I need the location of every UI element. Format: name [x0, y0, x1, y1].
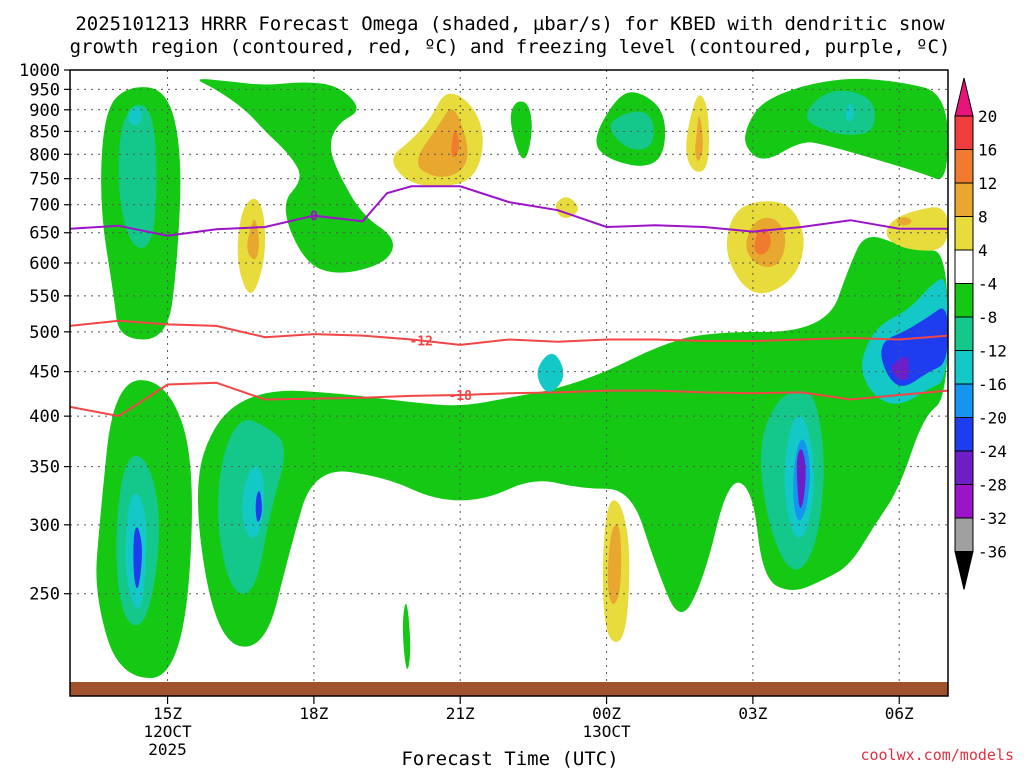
y-tick-label-900: 900: [29, 101, 60, 121]
x-tick-label-21-0: 21Z: [446, 704, 475, 723]
y-tick-label-950: 950: [29, 80, 60, 100]
y-tick-label-300: 300: [29, 516, 60, 536]
colorbar-box-7: [954, 316, 974, 351]
y-tick-label-350: 350: [29, 458, 60, 478]
omega-region-17: [128, 107, 142, 126]
omega-region-23: [451, 129, 459, 158]
y-axis: 2503003504004505005506006507007508008509…: [19, 61, 70, 605]
colorbar-arrow-bottom: [954, 551, 974, 590]
y-tick-label-700: 700: [29, 196, 60, 216]
colorbar-label-12: -32: [978, 509, 1007, 528]
colorbar-label-13: -36: [978, 543, 1007, 562]
y-tick-label-1000: 1000: [19, 61, 60, 81]
omega-region-42: [896, 217, 912, 226]
x-tick-label-24-0: 00Z: [592, 704, 621, 723]
contour-label-0: -18: [448, 389, 472, 404]
colorbar-box-9: [954, 383, 974, 418]
y-tick-label-400: 400: [29, 407, 60, 427]
x-tick-label-15-1: 12OCT: [143, 722, 192, 741]
contour-label-2: 0: [310, 210, 318, 225]
contour-layer: -18 -12 0: [70, 185, 948, 418]
colorbar-label-9: -20: [978, 409, 1007, 428]
x-tick-label-24-1: 13OCT: [582, 722, 631, 741]
y-tick-label-450: 450: [29, 363, 60, 383]
omega-region-37: [555, 197, 578, 218]
omega-region-36: [607, 524, 622, 605]
colorbar-label-4: 4: [978, 241, 988, 260]
colorbar-label-5: -4: [978, 275, 997, 294]
contour-line-1: [70, 319, 948, 346]
omega-region-11: [796, 449, 806, 508]
colorbar-box-2: [954, 149, 974, 184]
colorbar-label-3: 8: [978, 208, 988, 227]
colorbar-label-0: 20: [978, 107, 997, 126]
colorbar-box-11: [954, 450, 974, 485]
colorbar-box-10: [954, 417, 974, 452]
colorbar-label-6: -8: [978, 308, 997, 327]
y-tick-label-600: 600: [29, 254, 60, 274]
y-tick-label-500: 500: [29, 323, 60, 343]
colorbar-box-3: [954, 182, 974, 217]
contour-line-2: [70, 185, 948, 237]
x-tick-label-15-2: 2025: [148, 740, 187, 759]
colorbar-label-10: -24: [978, 442, 1007, 461]
x-tick-label-15-0: 15Z: [153, 704, 182, 723]
omega-region-3: [133, 527, 142, 589]
colorbar: 20 16 12 8 4 -4 -8 -12 -16 -20 -24 -28 -32 -36: [954, 77, 1007, 590]
colorbar-label-7: -12: [978, 342, 1007, 361]
plot-frame: [69, 69, 949, 697]
omega-region-40: [718, 441, 728, 490]
colorbar-label-1: 16: [978, 141, 997, 160]
contour-line-0: [70, 381, 948, 418]
omega-region-34: [845, 104, 855, 122]
omega-region-22: [418, 109, 468, 177]
colorbar-box-1: [954, 115, 974, 150]
colorbar-box-6: [954, 283, 974, 318]
omega-region-38: [402, 603, 411, 669]
omega-region-33: [807, 90, 875, 135]
omega-region-31: [754, 228, 771, 255]
x-tick-label-18-0: 18Z: [299, 704, 328, 723]
x-tick-label-27-0: 03Z: [738, 704, 767, 723]
x-tick-label-30-0: 06Z: [885, 704, 914, 723]
y-tick-label-250: 250: [29, 585, 60, 605]
colorbar-label-8: -16: [978, 375, 1007, 394]
omega-region-39: [537, 353, 564, 392]
colorbar-box-12: [954, 484, 974, 519]
omega-region-26: [610, 111, 654, 150]
omega-region-28: [695, 116, 703, 161]
colorbar-arrow-top: [954, 77, 974, 117]
omega-region-24: [510, 101, 532, 159]
ground-strip: [70, 682, 948, 696]
x-axis-title: Forecast Time (UTC): [401, 748, 618, 768]
y-tick-label-550: 550: [29, 287, 60, 307]
chart-title-line2: growth region (contoured, red, ºC) and f…: [70, 36, 951, 58]
colorbar-label-2: 12: [978, 174, 997, 193]
contour-label-1: -12: [409, 335, 432, 350]
omega-region-7: [255, 491, 262, 522]
y-tick-label-800: 800: [29, 145, 60, 165]
colorbar-box-13: [954, 517, 974, 552]
omega-region-4: [198, 236, 948, 647]
omega-region-18: [199, 79, 393, 273]
colorbar-box-5: [954, 249, 974, 284]
watermark: coolwx.com/models: [860, 746, 1014, 764]
y-tick-label-650: 650: [29, 224, 60, 244]
omega-region-14: [891, 356, 909, 381]
colorbar-label-11: -28: [978, 476, 1007, 495]
colorbar-box-4: [954, 216, 974, 251]
chart-title-line1: 2025101213 HRRR Forecast Omega (shaded, …: [75, 13, 945, 35]
omega-region-16: [118, 104, 157, 248]
y-tick-label-850: 850: [29, 122, 60, 142]
colorbar-box-8: [954, 350, 974, 385]
y-tick-label-750: 750: [29, 170, 60, 190]
omega-region-20: [247, 219, 259, 260]
